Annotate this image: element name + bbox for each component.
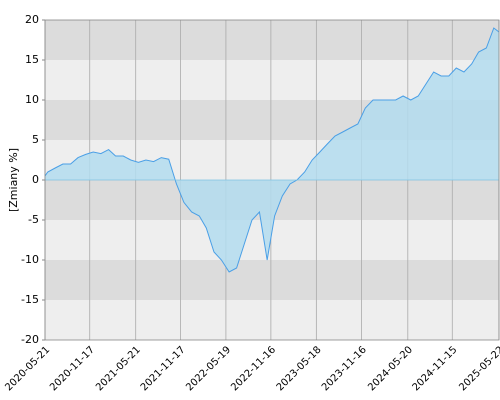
area (45, 28, 499, 272)
x-tick-label: 2021-11-17 (139, 344, 188, 393)
x-tick-label: 2024-05-20 (366, 344, 415, 393)
y-tick-label: 20 (25, 13, 39, 26)
y-tick-label: 0 (32, 173, 39, 186)
y-tick-label: 5 (32, 133, 39, 146)
y-tick-label: 10 (25, 93, 39, 106)
plot-border (44, 19, 500, 341)
x-tick-label: 2021-05-21 (94, 344, 143, 393)
x-tick-label: 2023-05-18 (275, 344, 324, 393)
grid-band (45, 300, 499, 340)
x-tick-label: 2025-05-22 (457, 344, 500, 393)
grid-band (45, 260, 499, 300)
x-tick-label: 2020-05-21 (3, 344, 52, 393)
y-tick-label: -10 (21, 253, 39, 266)
y-axis-label: [Zmiany %] (7, 148, 20, 212)
x-tick-label: 2022-05-19 (184, 344, 233, 393)
y-tick-label: -15 (21, 293, 39, 306)
x-tick-label: 2020-11-17 (48, 344, 97, 393)
grid-band (45, 20, 499, 60)
y-tick-label: 15 (25, 53, 39, 66)
x-tick-label: 2024-11-15 (411, 344, 460, 393)
y-tick-label: -5 (28, 213, 39, 226)
x-tick-label: 2022-11-16 (229, 344, 278, 393)
x-tick-label: 2023-11-16 (320, 344, 369, 393)
line (44, 27, 500, 273)
y-tick-label: -20 (21, 333, 39, 346)
